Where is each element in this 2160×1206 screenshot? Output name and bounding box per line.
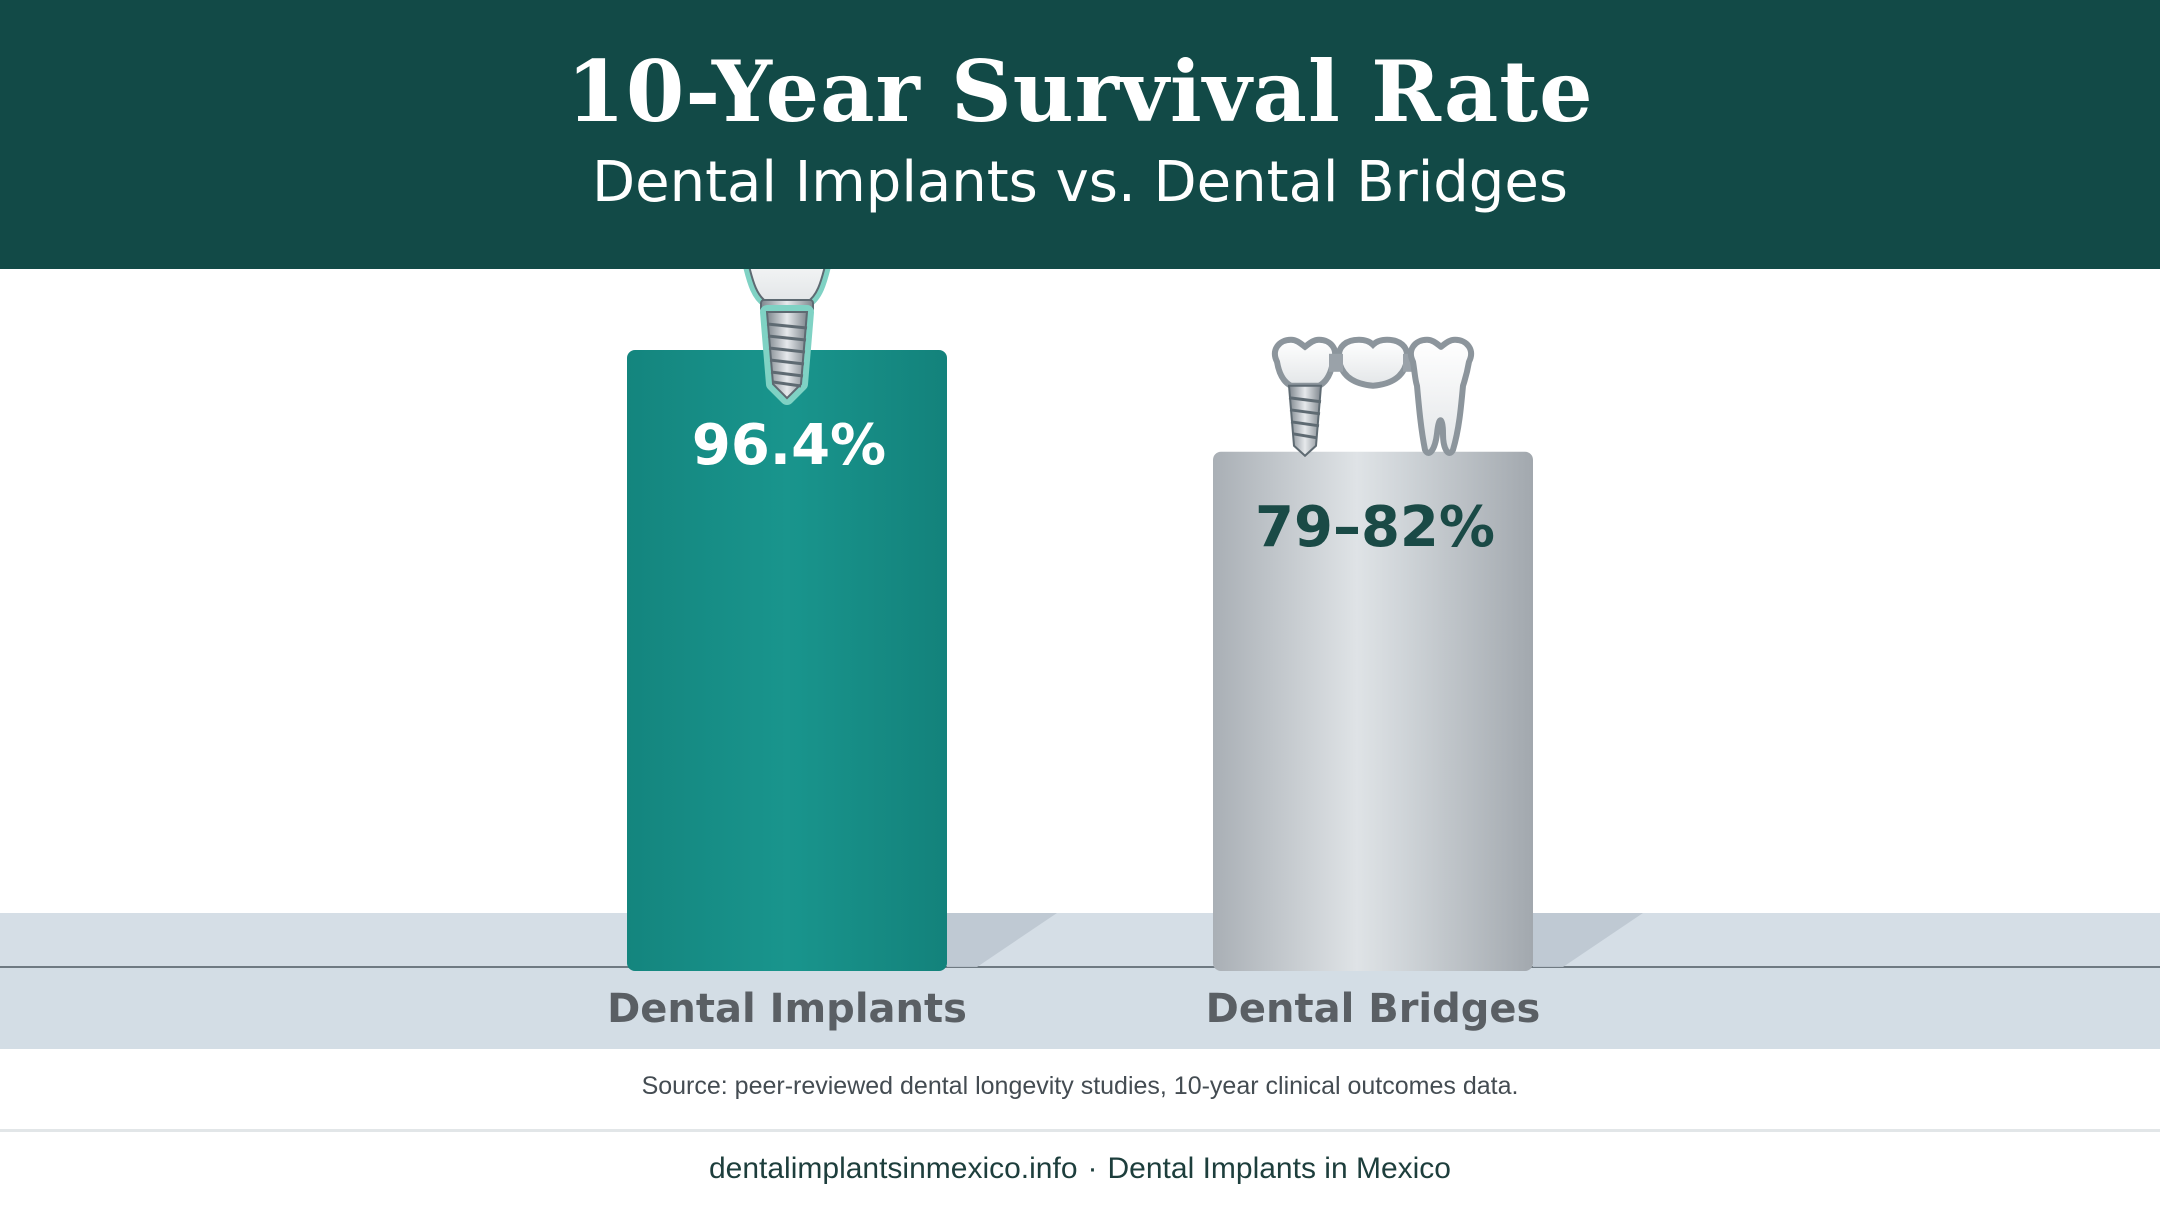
data-label-dental-bridges: 79–82% [1255,495,1495,560]
bar-dental-implants [627,350,947,971]
chart-title: 10-Year Survival Rate [566,42,1594,141]
chart-floor [0,913,2160,967]
chart-floor-front [0,967,2160,1049]
header-banner: 10-Year Survival Rate Dental Implants vs… [0,0,2160,269]
footer-divider [0,1129,2160,1132]
bar-dental-bridges [1213,451,1533,971]
footer-separator: · [1087,1152,1098,1185]
footer-site-link[interactable]: dentalimplantsinmexico.info [708,1152,1078,1185]
category-label-dental-implants: Dental Implants [607,986,967,1032]
bar-shadow-dental-implants [947,913,1057,967]
source-note: Source: peer-reviewed dental longevity s… [641,1072,1519,1100]
data-label-dental-implants: 96.4% [692,413,886,478]
dental-implant-icon [743,269,831,406]
bar-shadow-dental-bridges [1533,913,1643,967]
footer: dentalimplantsinmexico.info · Dental Impla… [0,1152,2160,1186]
footer-site-name: Dental Implants in Mexico [1107,1152,1451,1185]
dental-bridge-icon [1271,336,1475,458]
bar-chart: 96.4% 79–82% Dental Implants Dental Brid… [0,269,2160,1049]
category-label-dental-bridges: Dental Bridges [1206,986,1541,1032]
chart-subtitle: Dental Implants vs. Dental Bridges [592,150,1568,215]
